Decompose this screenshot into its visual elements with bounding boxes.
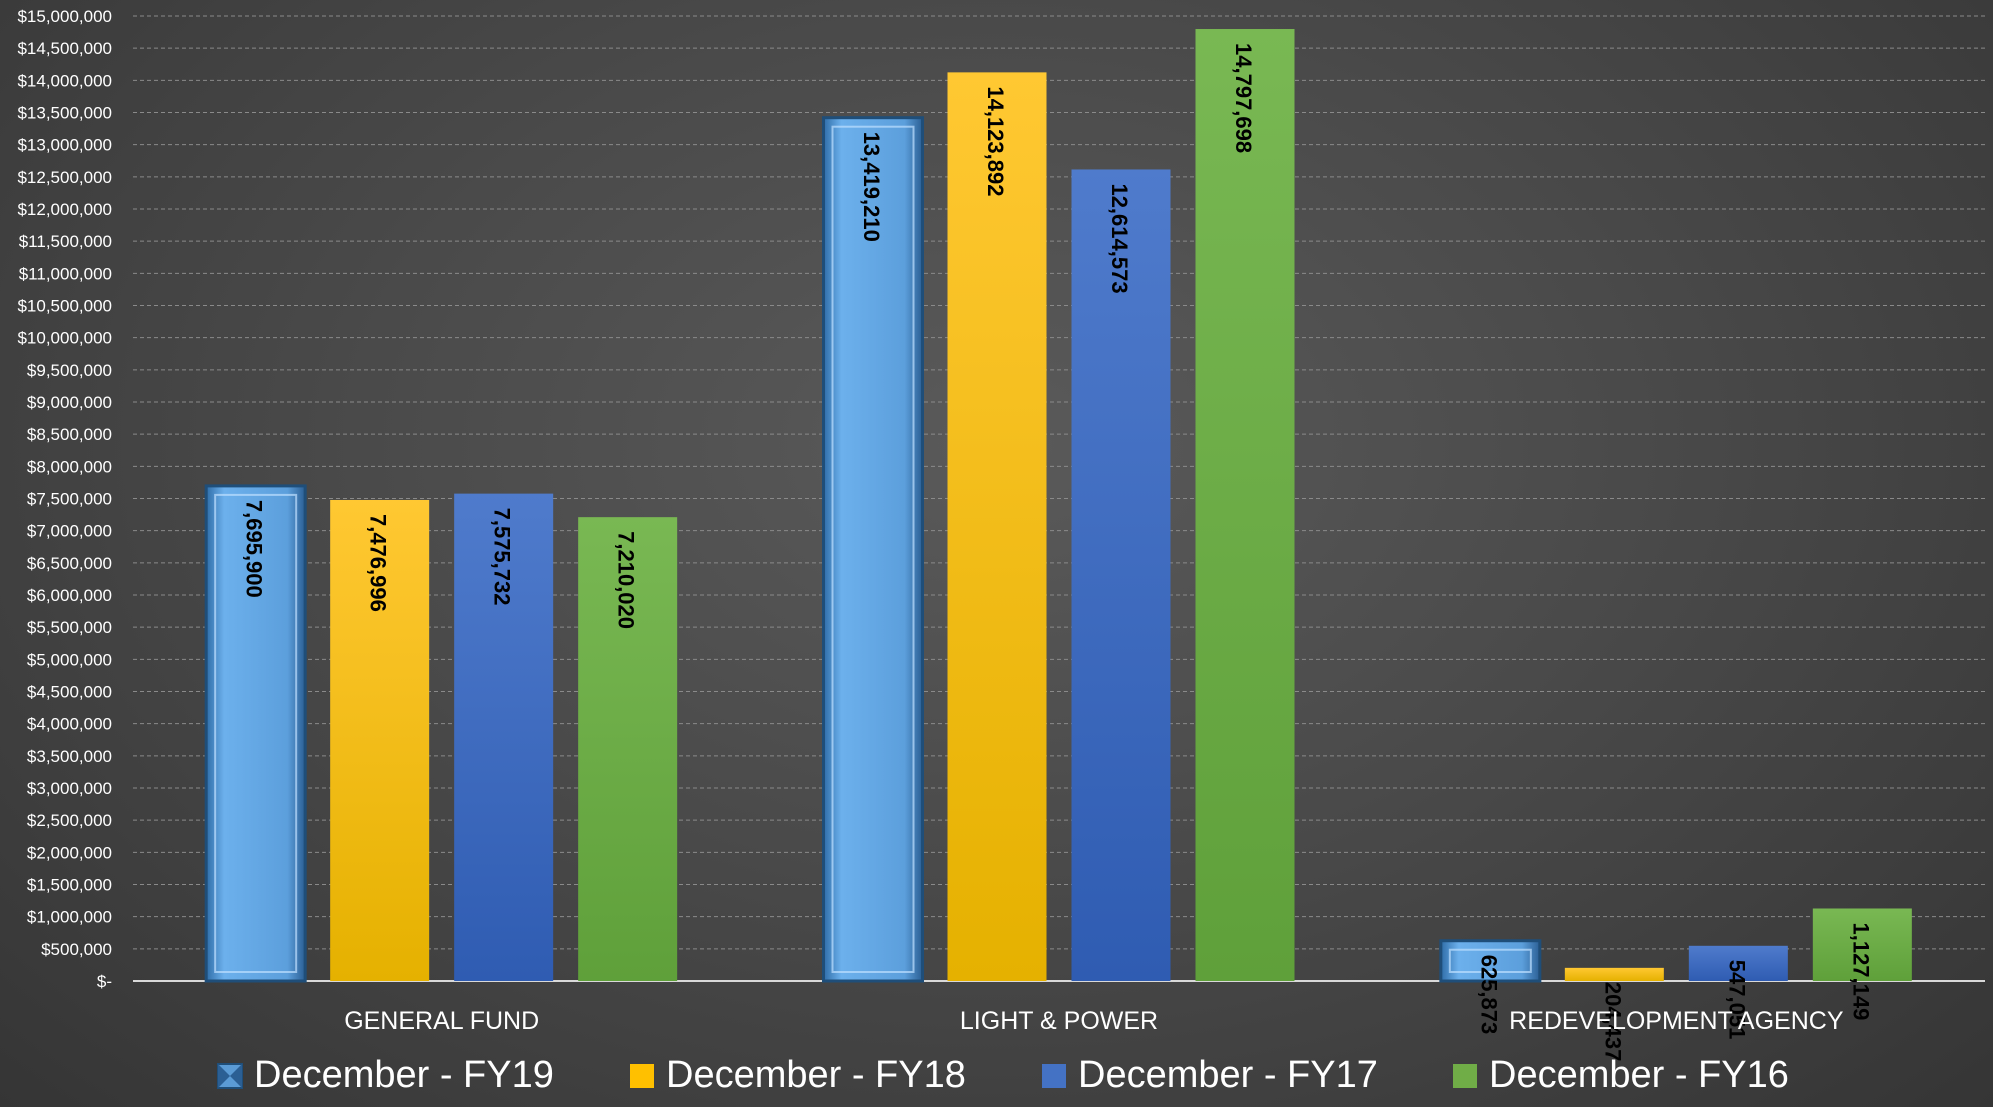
y-tick-label: $14,500,000 [17, 39, 112, 58]
y-tick-label: $15,000,000 [17, 7, 112, 26]
y-tick-label: $5,500,000 [27, 618, 112, 637]
bar [1564, 967, 1664, 981]
y-tick-label: $9,000,000 [27, 393, 112, 412]
y-tick-label: $3,500,000 [27, 747, 112, 766]
y-tick-label: $6,500,000 [27, 554, 112, 573]
data-label: 12,614,573 [1107, 183, 1132, 293]
bar-bevel [831, 125, 915, 973]
y-tick-label: $11,500,000 [19, 232, 112, 251]
bar-outline [822, 116, 924, 983]
gridlines [133, 15, 1985, 950]
data-label: 7,210,020 [614, 531, 639, 629]
legend-swatch [1453, 1064, 1477, 1088]
bar-outline [204, 484, 307, 983]
data-label: 1,127,149 [1848, 922, 1873, 1020]
y-tick-label: $2,000,000 [27, 843, 112, 862]
bar [1812, 908, 1912, 981]
legend: December - FY19 December - FY18 December -… [217, 1054, 1789, 1096]
legend-item: December - FY18 [630, 1054, 966, 1096]
legend-label: December - FY17 [1078, 1054, 1378, 1096]
data-label: 14,123,892 [983, 86, 1008, 196]
data-label: 7,575,732 [490, 508, 515, 606]
bar [823, 117, 923, 981]
legend-swatch-bevel [230, 1064, 242, 1088]
bar [578, 517, 678, 981]
data-label: 547,051 [1724, 960, 1749, 1040]
data-label: 13,419,210 [859, 132, 884, 242]
y-tick-label: $10,000,000 [17, 329, 112, 348]
y-tick-label: $8,000,000 [27, 457, 112, 476]
bar [947, 72, 1047, 982]
data-label: 625,873 [1476, 955, 1501, 1035]
x-axis: GENERAL FUND LIGHT & POWER REDEVELOPMENT A… [344, 1007, 1844, 1035]
y-tick-label: $4,000,000 [27, 715, 112, 734]
bar-outline [1439, 939, 1542, 983]
data-label: 14,797,698 [1231, 43, 1256, 153]
legend-item: December - FY17 [1042, 1054, 1378, 1096]
legend-label: December - FY18 [666, 1054, 966, 1096]
y-tick-label: $12,500,000 [17, 168, 112, 187]
y-tick-label: $5,000,000 [27, 650, 112, 669]
bar [1688, 945, 1788, 981]
y-tick-label: $500,000 [41, 940, 112, 959]
y-tick-label: $1,000,000 [27, 908, 112, 927]
legend-label: December - FY16 [1489, 1054, 1789, 1096]
y-tick-label: $- [97, 972, 112, 991]
legend-swatch [630, 1064, 654, 1088]
x-tick-label: LIGHT & POWER [960, 1007, 1158, 1035]
y-tick-label: $7,000,000 [27, 522, 112, 541]
legend-swatch-bevel [218, 1064, 230, 1088]
legend-item: December - FY16 [1453, 1054, 1789, 1096]
data-label: 7,695,900 [242, 500, 267, 598]
y-tick-label: $9,500,000 [27, 361, 112, 380]
legend-item: December - FY19 [217, 1054, 554, 1096]
y-tick-label: $13,500,000 [17, 104, 112, 123]
x-tick-label: REDEVELOPMENT AGENCY [1509, 1007, 1844, 1035]
bar [454, 493, 554, 981]
y-tick-label: $1,500,000 [27, 876, 112, 895]
y-tick-label: $6,000,000 [27, 586, 112, 605]
bar [1071, 169, 1171, 981]
y-axis: $- $500,000 $1,000,000 $1,500,000 $2,000,000… [17, 7, 1985, 991]
y-tick-label: $3,000,000 [27, 779, 112, 798]
data-label: 204,437 [1600, 982, 1625, 1062]
legend-swatch [1042, 1064, 1066, 1088]
legend-label: December - FY19 [254, 1054, 554, 1096]
bar-bevel [1448, 948, 1532, 973]
data-label: 7,476,996 [366, 514, 391, 612]
y-tick-label: $8,500,000 [27, 425, 112, 444]
bar-bevel [214, 493, 298, 973]
y-tick-label: $11,000,000 [19, 264, 112, 283]
bars: 7,695,900 7,476,996 7,575,732 7,210,020 13,4… [204, 29, 1912, 1062]
x-tick-label: GENERAL FUND [344, 1007, 539, 1035]
y-tick-label: $2,500,000 [27, 811, 112, 830]
y-tick-label: $4,500,000 [27, 683, 112, 702]
y-tick-label: $10,500,000 [17, 297, 112, 316]
y-tick-label: $7,500,000 [27, 490, 112, 509]
y-tick-label: $12,000,000 [17, 200, 112, 219]
y-tick-label: $14,000,000 [17, 71, 112, 90]
y-tick-label: $13,000,000 [17, 136, 112, 155]
bar [1440, 940, 1540, 981]
bar [330, 499, 430, 981]
bar [206, 485, 306, 981]
bar [1195, 29, 1295, 981]
